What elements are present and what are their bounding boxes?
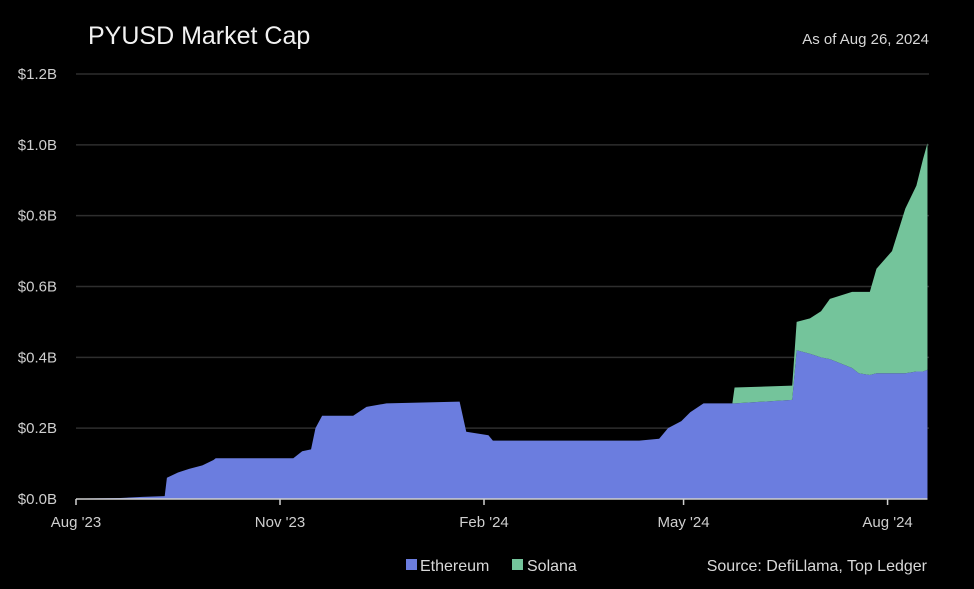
x-tick-label: May '24: [658, 514, 710, 531]
x-tick-label: Feb '24: [459, 514, 509, 531]
y-tick-label: $0.0B: [18, 491, 57, 508]
y-tick-label: $1.0B: [18, 137, 57, 154]
legend-swatch-ethereum: [406, 559, 417, 570]
y-tick-label: $0.6B: [18, 279, 57, 296]
chart-title: PYUSD Market Cap: [88, 22, 310, 50]
y-tick-label: $0.4B: [18, 349, 57, 366]
source-note: Source: DefiLlama, Top Ledger: [707, 558, 928, 575]
y-tick-label: $0.8B: [18, 208, 57, 225]
y-tick-label: $0.2B: [18, 420, 57, 437]
as-of-date: As of Aug 26, 2024: [802, 31, 929, 48]
legend-swatch-solana: [512, 559, 523, 570]
x-tick-label: Aug '24: [862, 514, 912, 531]
y-tick-label: $1.2B: [18, 66, 57, 83]
x-tick-label: Aug '23: [51, 514, 101, 531]
legend-label-ethereum: Ethereum: [420, 558, 489, 575]
legend: Ethereum Solana: [406, 558, 577, 575]
x-tick-label: Nov '23: [255, 514, 305, 531]
legend-label-solana: Solana: [527, 558, 577, 575]
area-ethereum: [76, 350, 928, 499]
